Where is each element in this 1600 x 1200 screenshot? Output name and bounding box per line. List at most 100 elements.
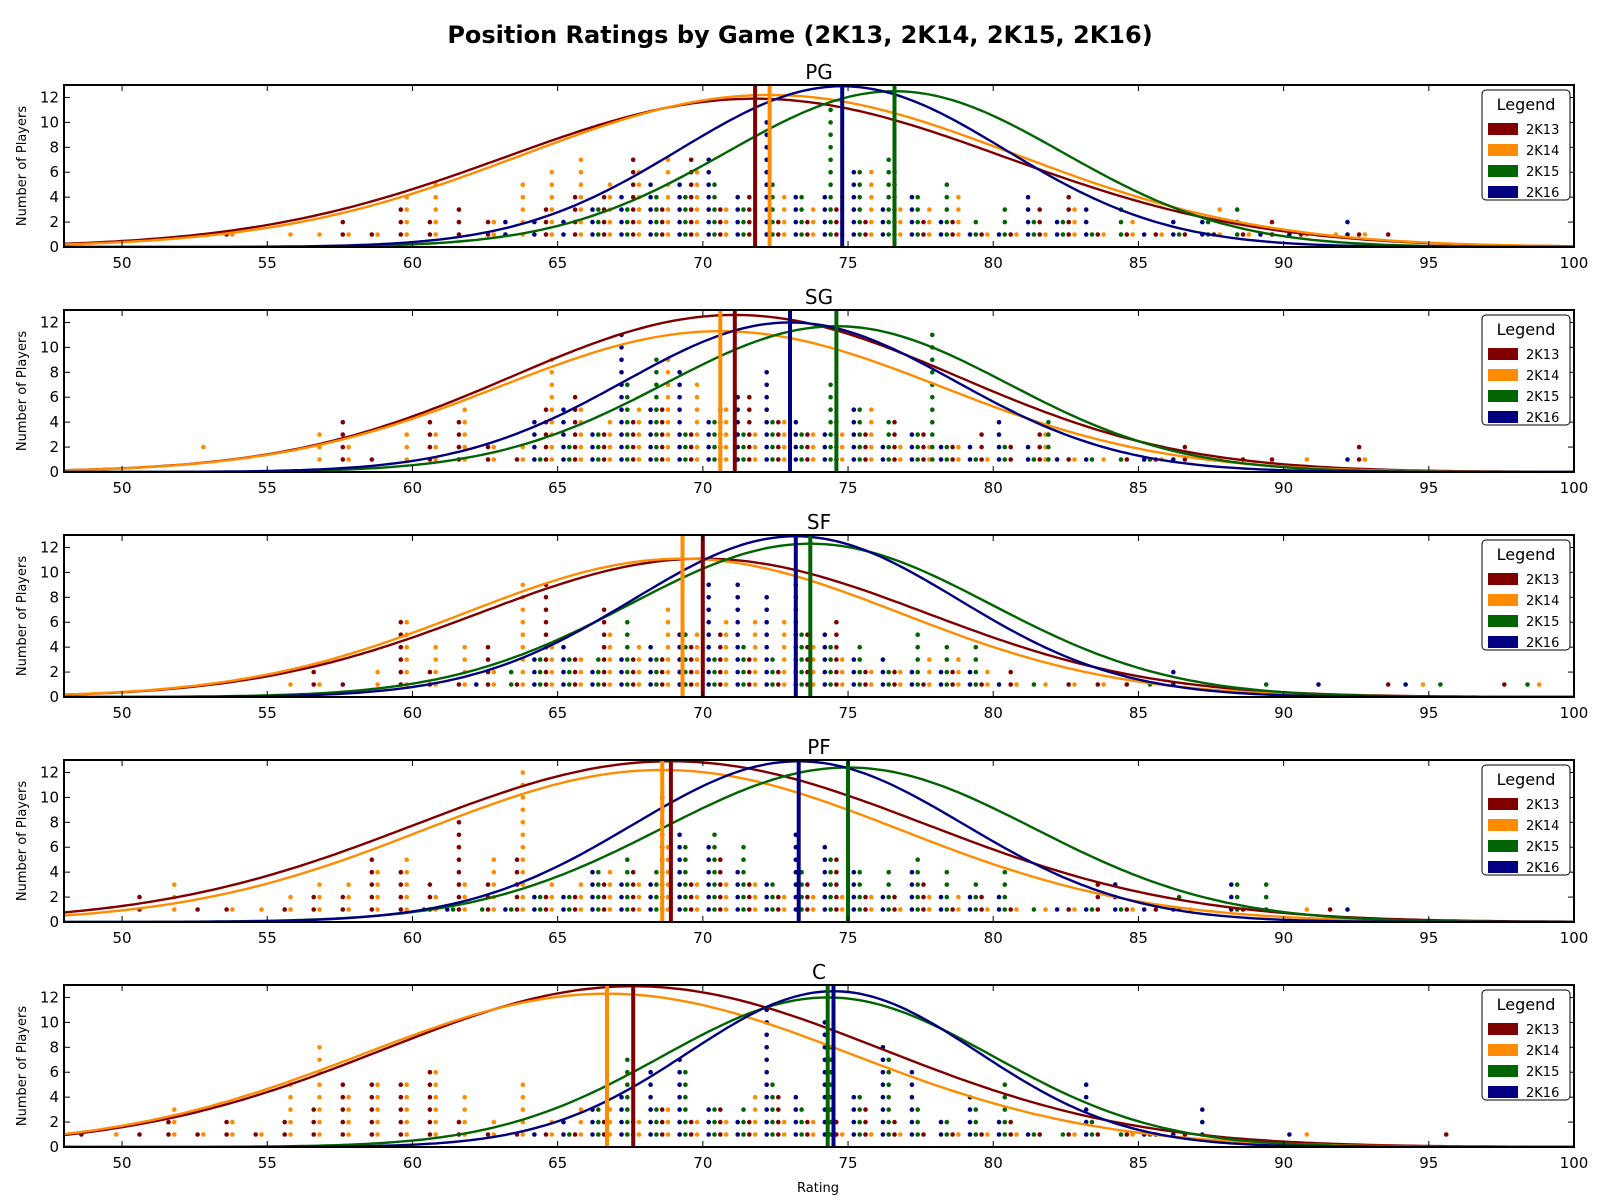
data-point <box>683 444 688 450</box>
data-point <box>688 657 694 662</box>
data-point <box>944 682 950 687</box>
data-point <box>369 1119 375 1125</box>
data-point <box>578 882 584 887</box>
data-point <box>456 857 462 862</box>
data-point <box>776 232 781 237</box>
data-point <box>688 1132 694 1137</box>
data-point <box>712 1132 717 1137</box>
data-point <box>915 669 920 675</box>
data-point <box>677 232 682 237</box>
data-point <box>479 907 485 912</box>
x-tick-label: 70 <box>693 254 712 272</box>
data-point <box>1356 444 1362 450</box>
data-point <box>596 207 601 212</box>
data-point <box>317 232 322 237</box>
data-point <box>956 194 961 200</box>
x-tick-label: 55 <box>258 929 277 947</box>
data-point <box>572 444 578 450</box>
data-point <box>764 1032 769 1038</box>
data-point <box>462 419 468 425</box>
data-point <box>1263 894 1269 900</box>
data-point <box>520 182 526 187</box>
series-2k16-curve <box>64 760 1574 922</box>
data-point <box>404 669 410 675</box>
data-point <box>404 869 410 875</box>
data-point <box>706 869 711 875</box>
data-point <box>996 444 1002 450</box>
panel-title: SG <box>805 285 833 309</box>
data-point <box>346 1132 351 1137</box>
data-point <box>654 657 659 662</box>
data-point <box>706 194 711 200</box>
data-point <box>828 419 833 425</box>
data-point <box>1025 457 1031 462</box>
data-point <box>683 882 688 887</box>
data-point <box>567 457 572 462</box>
data-point <box>532 232 537 237</box>
data-point <box>930 394 935 400</box>
data-point <box>654 382 659 388</box>
data-point <box>799 669 804 675</box>
data-point <box>886 157 891 163</box>
data-point <box>654 444 659 450</box>
data-point <box>665 232 671 237</box>
legend-label: 2K14 <box>1526 144 1559 159</box>
data-point <box>909 219 915 225</box>
data-point <box>886 1069 891 1075</box>
data-point <box>764 657 769 662</box>
data-point <box>781 194 787 200</box>
data-point <box>625 632 630 637</box>
data-point <box>1031 219 1037 225</box>
data-point <box>857 407 862 413</box>
data-point <box>654 357 659 363</box>
data-point <box>677 382 682 388</box>
data-point <box>938 232 944 237</box>
data-point <box>625 644 630 650</box>
data-point <box>630 194 636 200</box>
data-point <box>404 232 410 237</box>
data-point <box>863 457 868 462</box>
data-point <box>886 1082 891 1087</box>
data-point <box>340 232 346 237</box>
data-point <box>915 457 920 462</box>
data-point <box>625 869 630 875</box>
data-point <box>404 444 410 450</box>
data-point <box>747 669 752 675</box>
data-point <box>915 857 920 862</box>
data-point <box>770 907 775 912</box>
data-point <box>1159 232 1164 237</box>
data-point <box>677 207 682 212</box>
y-tick-label: 8 <box>49 813 59 831</box>
data-point <box>1246 232 1252 237</box>
data-point <box>677 182 682 187</box>
data-point <box>404 657 410 662</box>
data-point <box>677 1107 682 1112</box>
data-point <box>886 869 891 875</box>
data-point <box>648 644 653 650</box>
data-point <box>625 907 630 912</box>
data-point <box>770 419 775 425</box>
data-point <box>747 407 752 413</box>
data-point <box>805 457 810 462</box>
data-point <box>195 907 200 912</box>
data-point <box>694 394 700 400</box>
data-point <box>1304 1132 1310 1137</box>
data-point <box>781 219 787 225</box>
data-point <box>456 820 462 825</box>
data-point <box>543 632 549 637</box>
data-point <box>956 444 961 450</box>
x-tick-label: 85 <box>1129 929 1148 947</box>
data-point <box>648 419 653 425</box>
data-point <box>851 1119 857 1125</box>
data-point <box>288 1132 293 1137</box>
data-point <box>712 894 717 900</box>
data-point <box>822 844 828 850</box>
data-point <box>520 869 526 875</box>
data-point <box>659 444 665 450</box>
data-point <box>712 194 717 200</box>
data-point <box>973 682 979 687</box>
data-point <box>567 657 572 662</box>
data-point <box>764 407 769 413</box>
data-point <box>259 907 264 912</box>
